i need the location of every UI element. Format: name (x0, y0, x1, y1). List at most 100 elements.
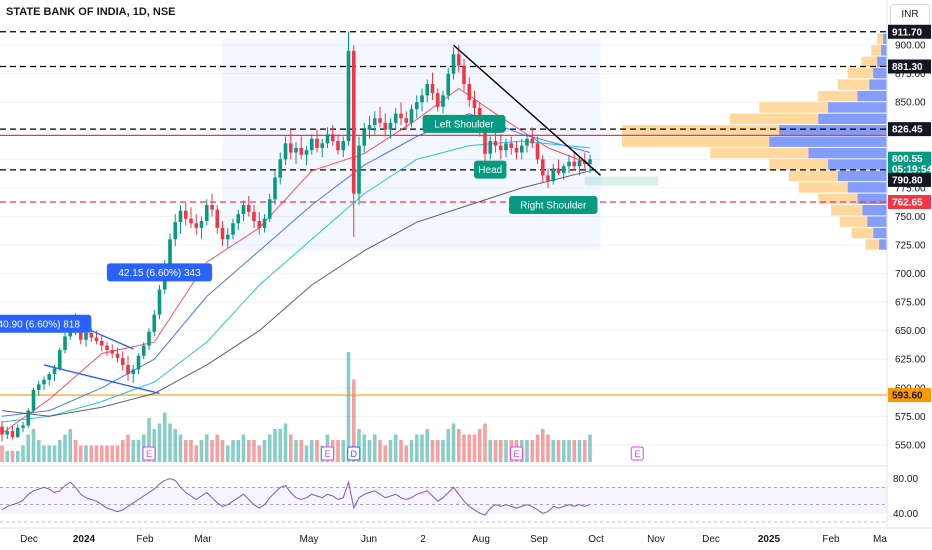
candle-body (330, 134, 335, 142)
rsi-tick-label: 80.00 (893, 474, 918, 485)
volume-bar (430, 440, 435, 462)
candle-body (267, 199, 272, 219)
volume-bar (451, 423, 456, 462)
candle-body (210, 205, 214, 210)
event-marker-bg (347, 446, 361, 461)
price-tick-label: 575.00 (895, 412, 926, 423)
price-tick-label: 650.00 (895, 326, 926, 337)
price-label: 790.80 (892, 175, 923, 186)
volume-bar (225, 445, 230, 462)
rsi-band (0, 487, 887, 514)
volume-profile-down (861, 56, 878, 67)
event-marker-bg (321, 446, 334, 461)
candle-body (52, 368, 57, 375)
price-tick-label: 725.00 (895, 241, 926, 252)
candle-body (252, 211, 256, 222)
candle-body (120, 358, 125, 365)
price-tick-label: 900.00 (895, 41, 926, 52)
candle-body (178, 210, 183, 223)
candle-body (173, 222, 178, 240)
volume-bar (126, 434, 130, 462)
candle-body (577, 160, 582, 167)
pattern-label: Left Shoulder (434, 119, 494, 130)
candle-body (126, 364, 130, 375)
volume-bar (393, 434, 398, 462)
volume-bar (231, 440, 235, 462)
candle-body (215, 209, 220, 228)
candle-body (47, 374, 52, 380)
candle-body (446, 73, 451, 96)
volume-bar (446, 429, 451, 462)
rsi-pane: 80.00 40.00 (0, 465, 918, 523)
candle-body (15, 427, 20, 437)
volume-profile-down (871, 45, 882, 56)
volume-bar (504, 440, 508, 462)
volume-bar (530, 440, 535, 462)
event-marker: E (324, 449, 330, 459)
time-tick-label: Dec (702, 534, 720, 545)
candle-body (204, 205, 209, 222)
time-axis: Dec 2024 Feb Mar May Jun 2 Aug Sep Oct Nov Dec 2025 F… (0, 527, 932, 545)
candle-body (540, 159, 545, 176)
candle-body (341, 141, 346, 151)
volume-bar (582, 440, 587, 462)
candle-body (199, 221, 204, 228)
price-label: 05:19:54 (892, 165, 932, 176)
volume-bar (241, 434, 246, 462)
price-label-bg (888, 162, 931, 177)
volume-bar (89, 445, 94, 462)
volume-bar (183, 440, 188, 462)
volume-bar (15, 451, 20, 462)
volume-profile-up (877, 56, 887, 67)
volume-bar (57, 440, 62, 462)
price-tick-label: 775.00 (895, 183, 926, 194)
candle-body (399, 113, 403, 119)
price-tick-label: 550.00 (895, 440, 926, 451)
candle-body (414, 102, 419, 110)
candle-body (456, 54, 461, 66)
candle-body (336, 141, 340, 151)
shaded-zones (222, 39, 659, 251)
time-tick-label: Sep (530, 534, 548, 545)
price-label-bg (888, 122, 931, 137)
candle-body (99, 340, 104, 346)
candle-body (530, 138, 535, 144)
candle-body (320, 143, 325, 148)
candle-body (231, 223, 235, 235)
time-tick-label: Oct (588, 534, 604, 545)
pattern-label-bg (509, 196, 598, 215)
volume-bar (31, 429, 36, 462)
candle-body (409, 109, 414, 123)
candle-body (262, 218, 267, 228)
price-label: 911.70 (892, 27, 922, 38)
volume-bar (472, 434, 477, 462)
volume-bar (540, 429, 545, 462)
volume-bar (283, 423, 288, 462)
candle-body (110, 350, 115, 354)
volume-profile-down (839, 216, 868, 227)
volume-bar (315, 440, 319, 462)
event-marker-bg (142, 446, 156, 461)
volume-bar (105, 445, 109, 462)
volume-profile-up (873, 67, 887, 79)
candle-body (383, 122, 388, 130)
candle-body (304, 150, 309, 155)
moving-average-sma_fast (1, 87, 591, 434)
volume-profile-up (867, 216, 887, 227)
volume-bars (0, 352, 592, 462)
volume-bar (131, 440, 136, 462)
volume-profile-up (857, 193, 887, 205)
volume-bar (288, 434, 293, 462)
volume-bar (404, 445, 409, 462)
candle-body (288, 143, 293, 153)
candle-body (241, 205, 246, 215)
volume-bar (588, 434, 592, 462)
candle-body (89, 332, 94, 338)
measurement-label: 42.15 (6.60%) 343 (118, 268, 201, 279)
volume-bar (556, 440, 561, 462)
candle-body (351, 50, 356, 194)
volume-bar (462, 434, 466, 462)
volume-bar (94, 445, 99, 462)
volume-bar (110, 445, 115, 462)
